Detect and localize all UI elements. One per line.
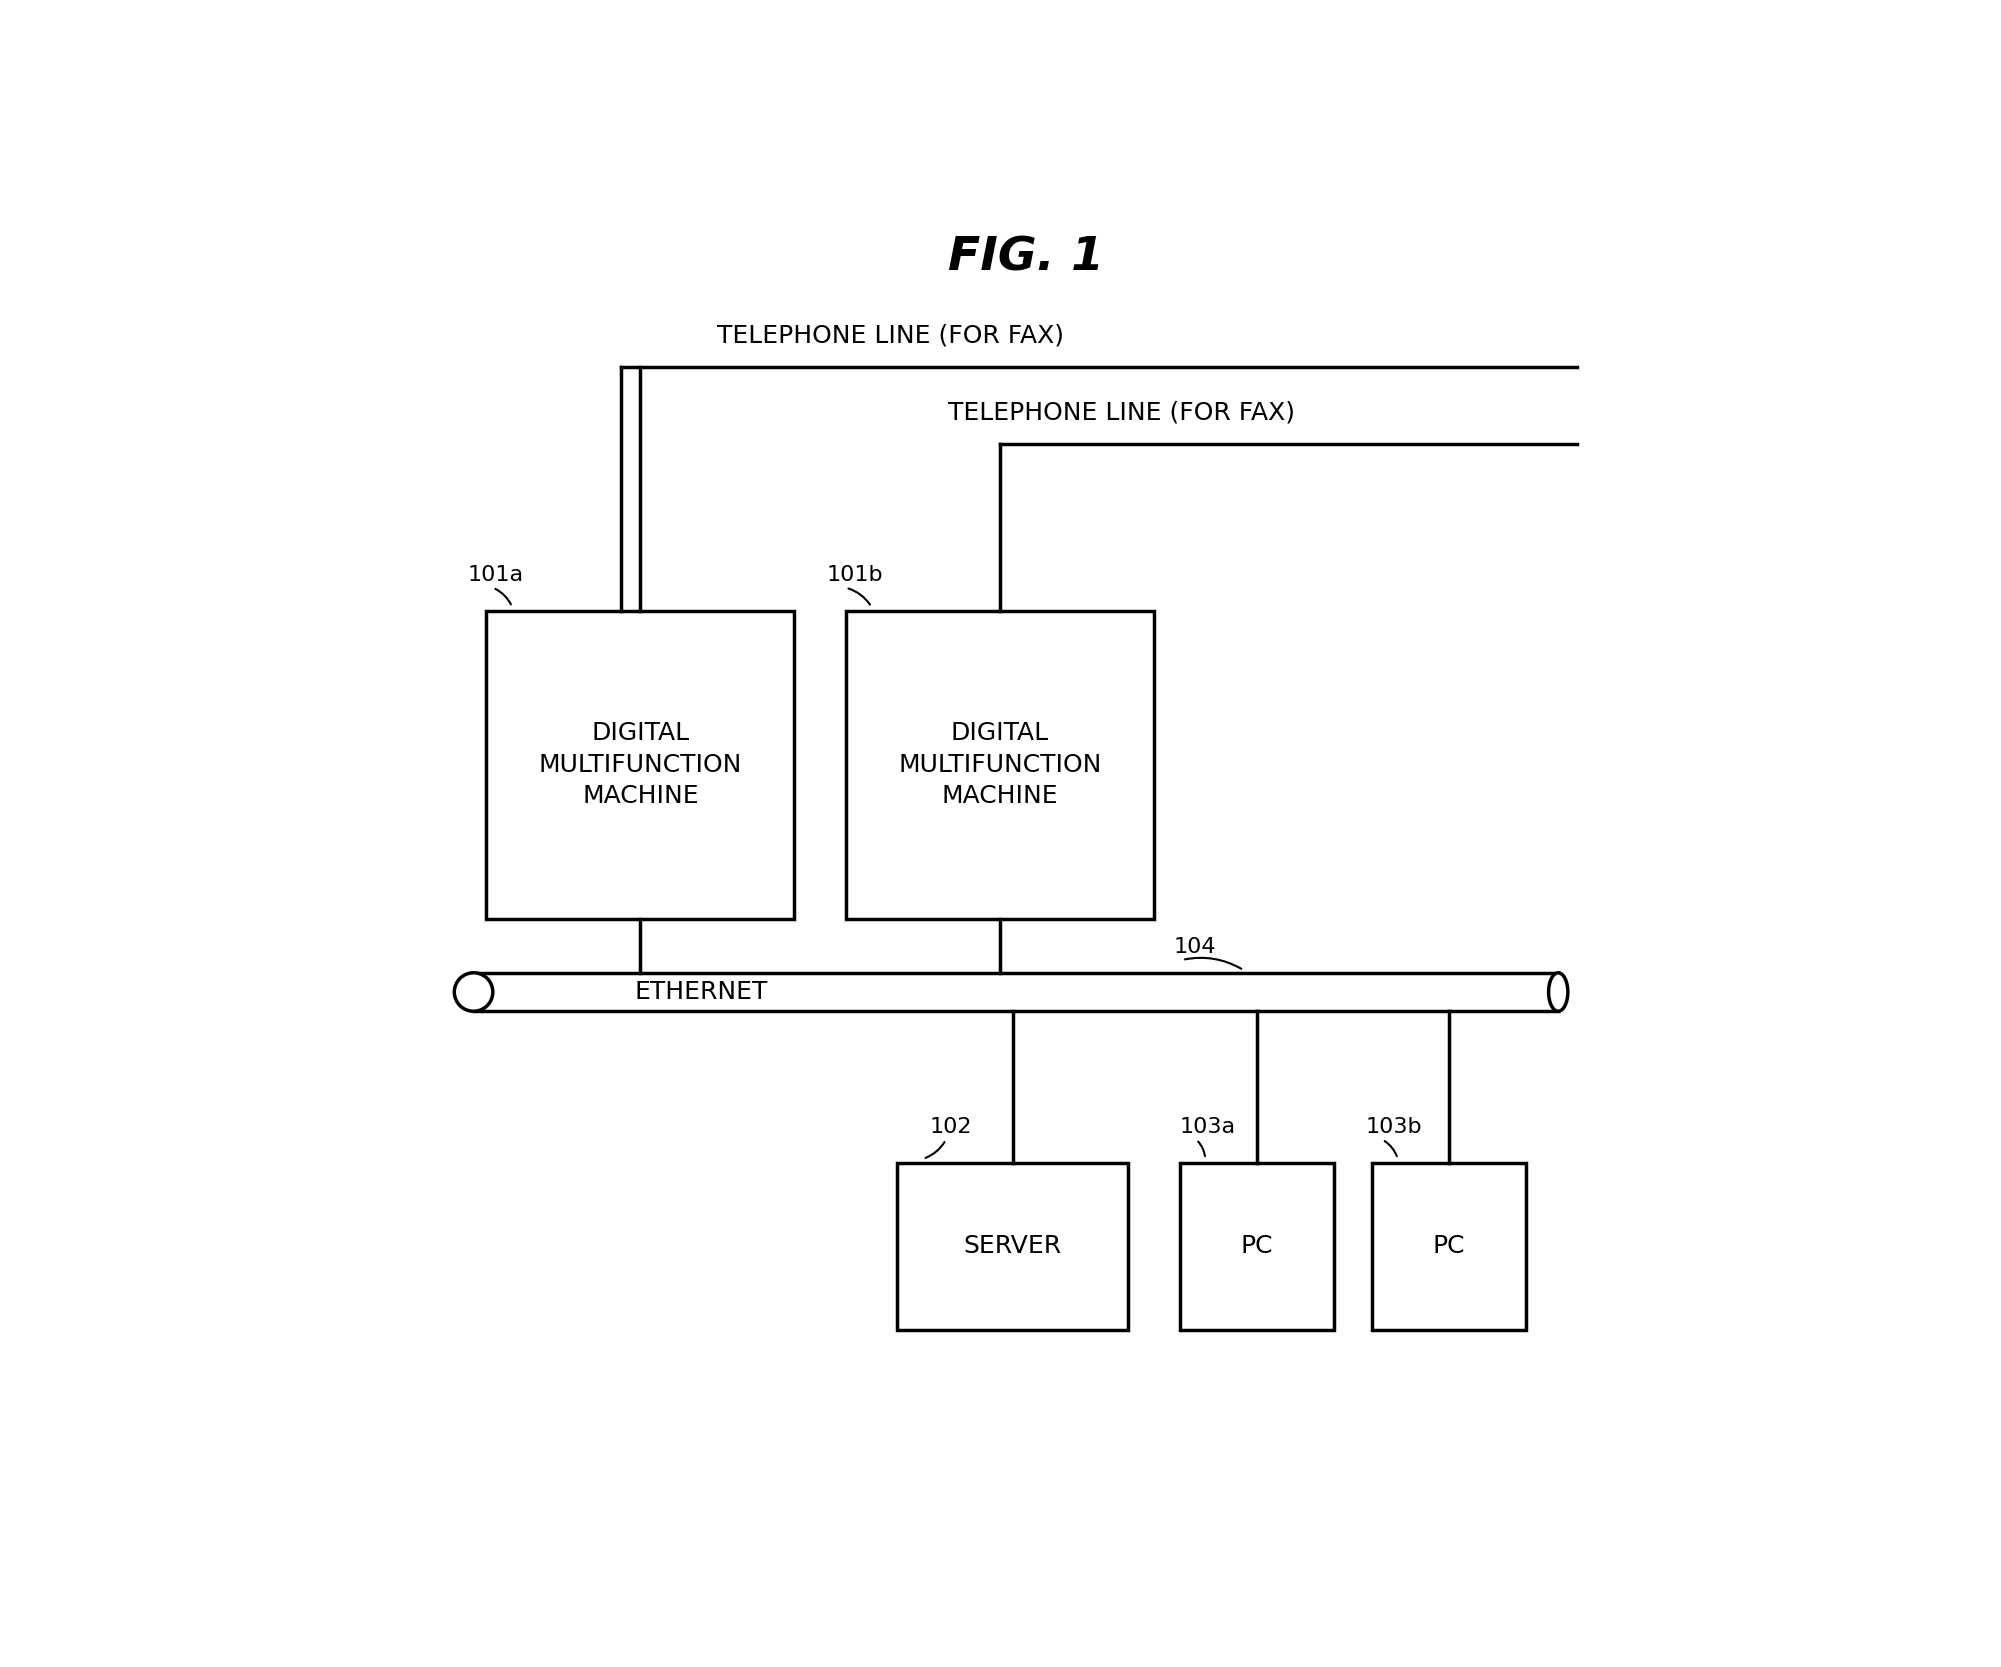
Text: SERVER: SERVER [964,1234,1063,1259]
Bar [846,610,1155,919]
Ellipse shape [454,974,492,1012]
Text: 101b: 101b [826,565,882,585]
Text: DIGITAL
MULTIFUNCTION
MACHINE: DIGITAL MULTIFUNCTION MACHINE [898,722,1101,808]
Text: 102: 102 [928,1117,972,1137]
Bar [896,1164,1129,1330]
Text: ETHERNET: ETHERNET [634,980,768,1004]
Text: 103b: 103b [1365,1117,1423,1137]
Text: 103a: 103a [1179,1117,1237,1137]
Text: TELEPHONE LINE (FOR FAX): TELEPHONE LINE (FOR FAX) [718,323,1065,348]
Ellipse shape [1549,974,1569,1012]
Text: PC: PC [1433,1234,1465,1259]
Text: DIGITAL
MULTIFUNCTION
MACHINE: DIGITAL MULTIFUNCTION MACHINE [538,722,742,808]
Bar [486,610,794,919]
Text: FIG. 1: FIG. 1 [948,235,1103,280]
Text: TELEPHONE LINE (FOR FAX): TELEPHONE LINE (FOR FAX) [948,400,1295,425]
Text: 104: 104 [1173,937,1217,957]
Text: 101a: 101a [466,565,524,585]
Bar [1179,1164,1333,1330]
Bar [474,974,1559,1012]
Bar [1373,1164,1527,1330]
Text: PC: PC [1241,1234,1273,1259]
